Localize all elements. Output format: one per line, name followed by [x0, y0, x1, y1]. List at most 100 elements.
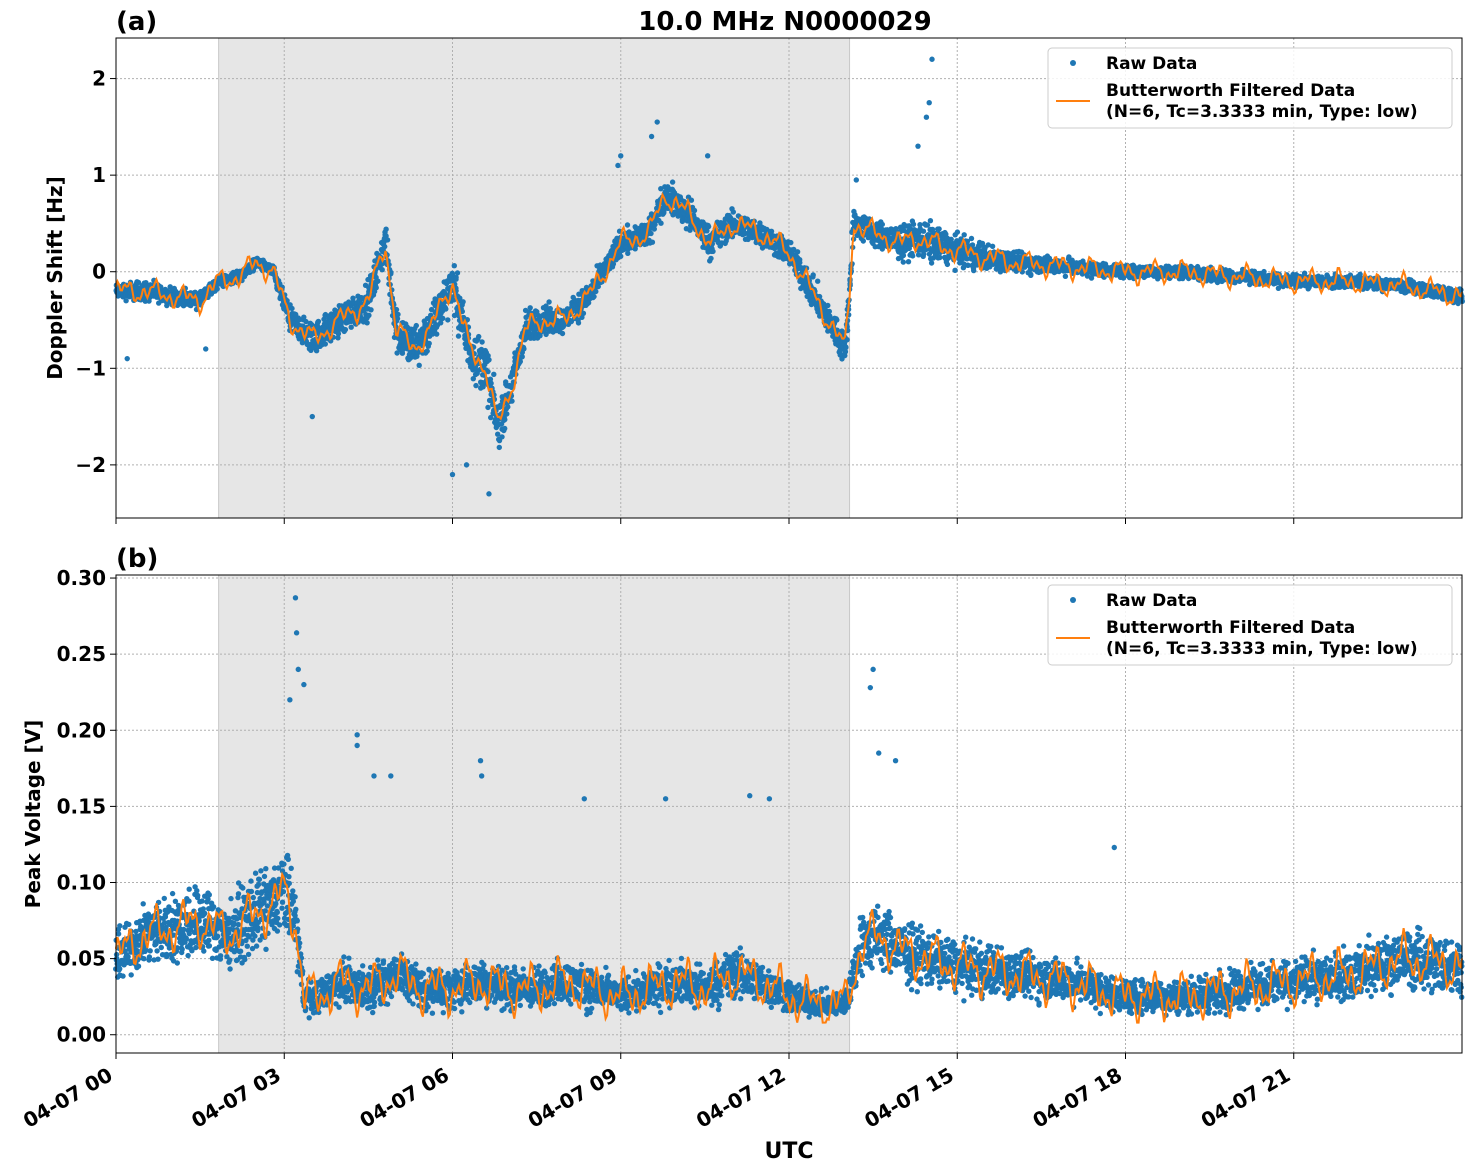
raw-data-point [373, 285, 379, 291]
raw-data-point [593, 288, 599, 295]
raw-data-point [509, 398, 515, 404]
raw-data-point [924, 222, 931, 228]
raw-data-point [192, 289, 198, 295]
raw-data-point [527, 305, 533, 311]
raw-data-point [415, 349, 421, 355]
raw-data-point [315, 318, 322, 325]
raw-data-point [504, 411, 510, 417]
raw-data-point [303, 318, 309, 325]
raw-data-point [937, 254, 943, 261]
raw-data-point [480, 384, 486, 390]
raw-data-point [379, 267, 385, 273]
raw-data-point [454, 270, 461, 276]
raw-data-point [815, 278, 821, 284]
raw-data-point [618, 253, 624, 259]
raw-data-point [313, 348, 320, 354]
raw-data-point [910, 253, 916, 259]
raw-data-point [289, 305, 295, 312]
raw-data-point [920, 228, 927, 234]
raw-data-point [440, 315, 446, 321]
raw-data-point [366, 312, 372, 318]
raw-data-point [485, 368, 491, 375]
raw-data-point [658, 220, 664, 226]
raw-data-point [384, 237, 391, 243]
raw-data-point [413, 322, 419, 329]
raw-data-point [488, 414, 494, 421]
raw-data-point [434, 331, 440, 337]
raw-data-point [496, 444, 502, 451]
raw-data-point [342, 326, 349, 333]
raw-data-point [936, 226, 942, 232]
raw-data-point [710, 248, 716, 255]
raw-data-point [910, 221, 917, 227]
raw-data-point [393, 306, 400, 313]
raw-data-point [394, 315, 401, 322]
raw-data-point [879, 221, 885, 228]
raw-data-point [691, 207, 698, 214]
raw-data-point [499, 434, 505, 440]
raw-data-point [928, 260, 935, 266]
raw-data-point [1028, 271, 1034, 278]
raw-data-point [445, 317, 451, 323]
raw-data-point [900, 259, 906, 265]
raw-data-point [382, 243, 388, 250]
raw-data-point [451, 263, 457, 269]
raw-data-point [900, 252, 907, 259]
raw-data-point [826, 308, 832, 315]
raw-data-point [810, 272, 816, 278]
raw-data-point [705, 223, 712, 230]
raw-data-point [968, 235, 975, 242]
raw-data-point [428, 306, 435, 313]
raw-data-point [961, 232, 967, 238]
raw-data-point [797, 259, 803, 266]
grid-lines [115, 38, 1462, 518]
raw-data-point [825, 302, 831, 309]
raw-data-point [460, 299, 466, 305]
raw-data-point [954, 229, 961, 235]
raw-data-point [915, 252, 922, 258]
shaded-region [218, 37, 851, 519]
raw-data-point [708, 255, 714, 262]
raw-data-point [473, 382, 479, 389]
raw-data-point [843, 344, 849, 351]
raw-data-point [952, 267, 958, 273]
raw-data-point [860, 238, 866, 244]
raw-data-point [438, 320, 444, 326]
raw-data-point [470, 376, 476, 382]
panel-a: 210−1−2 (a) Doppler Shift [Hz] Raw Data … [43, 7, 1466, 524]
raw-data-point [547, 305, 553, 312]
raw-data-point [502, 416, 508, 423]
figure-title: 10.0 MHz N0000029 [638, 7, 931, 37]
raw-data-point [794, 249, 801, 255]
raw-data-point [301, 314, 307, 320]
raw-data-point [575, 320, 582, 326]
raw-data-point [491, 371, 497, 377]
raw-data-point [457, 295, 463, 301]
raw-data-point [989, 243, 996, 249]
raw-data-point [348, 324, 354, 330]
raw-data-point [624, 222, 631, 228]
raw-data-point [505, 404, 511, 410]
raw-data-point [546, 299, 552, 305]
raw-data-point [416, 362, 422, 368]
raw-data-point [315, 324, 321, 331]
raw-data-point [944, 261, 951, 268]
raw-data-point [1062, 273, 1069, 279]
raw-data-point [982, 246, 988, 252]
raw-data-point [476, 333, 482, 340]
raw-data-point [648, 230, 654, 237]
raw-data-point [649, 239, 656, 245]
raw-data-point [455, 333, 462, 339]
raw-data-point [485, 404, 491, 411]
raw-data-point [488, 380, 494, 386]
raw-data-point [426, 340, 432, 347]
raw-data-point [350, 295, 356, 301]
raw-data-point [669, 179, 676, 185]
raw-data-point [135, 279, 142, 286]
raw-data-point [364, 320, 370, 326]
raw-data-point [395, 311, 401, 318]
raw-data-point [591, 293, 597, 300]
raw-data-point [1357, 271, 1363, 277]
raw-data-point [453, 276, 459, 282]
